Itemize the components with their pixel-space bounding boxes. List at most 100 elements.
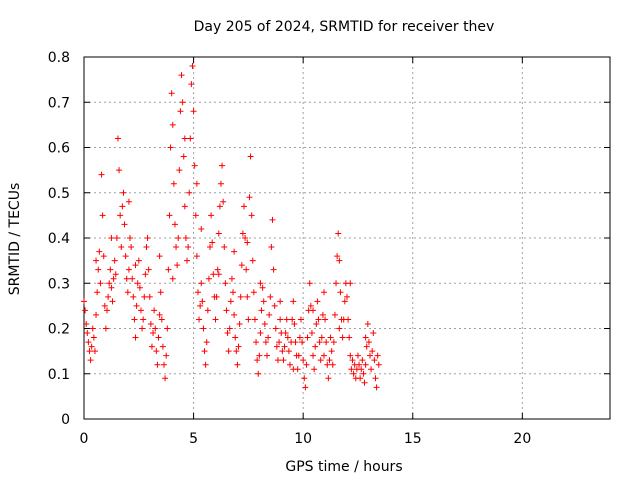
data-point (187, 135, 194, 142)
x-tick-label: 0 (80, 431, 89, 447)
data-point (120, 189, 127, 196)
data-point (179, 99, 186, 106)
data-point (232, 334, 239, 341)
data-point (91, 348, 98, 355)
y-tick-label: 0.5 (48, 186, 70, 202)
data-point (194, 289, 201, 296)
data-point (359, 357, 366, 364)
data-point (325, 375, 332, 382)
x-tick-label: 15 (404, 431, 422, 447)
data-point (175, 235, 182, 241)
data-point (150, 330, 157, 337)
data-point (334, 253, 341, 260)
data-point (361, 379, 368, 386)
data-point (306, 280, 313, 287)
data-point (291, 320, 298, 327)
data-point (233, 348, 240, 355)
data-point (328, 348, 335, 355)
data-point (201, 348, 208, 355)
data-point (302, 384, 309, 391)
data-point (145, 266, 152, 273)
data-point (300, 357, 307, 364)
data-point (215, 230, 222, 237)
data-point (122, 253, 129, 260)
data-point (316, 339, 323, 346)
data-point (207, 244, 214, 251)
data-point (202, 361, 209, 368)
data-point (348, 366, 355, 373)
data-point (290, 298, 297, 305)
data-point (181, 135, 188, 142)
data-point (197, 302, 204, 309)
data-point (113, 235, 120, 241)
data-point (310, 307, 317, 314)
data-point (295, 352, 302, 359)
data-point (356, 361, 363, 368)
data-point (235, 343, 242, 350)
data-point (81, 298, 87, 305)
data-point (311, 366, 318, 373)
data-point (170, 180, 177, 187)
data-point (154, 361, 161, 368)
data-point (344, 293, 350, 300)
data-point (303, 361, 310, 368)
data-point (341, 298, 348, 305)
data-point (208, 212, 215, 219)
data-point (287, 361, 294, 368)
data-point (193, 180, 200, 187)
data-point (372, 375, 379, 382)
plot-frame (83, 56, 611, 420)
data-point (374, 352, 381, 359)
data-point (108, 235, 115, 241)
data-point (349, 357, 356, 364)
data-point (123, 275, 130, 282)
data-point (257, 280, 264, 287)
data-point (362, 334, 369, 341)
data-point (127, 235, 134, 241)
data-point (137, 307, 144, 314)
data-point (331, 311, 338, 318)
y-tick-label: 0.1 (48, 367, 70, 383)
data-point (84, 330, 91, 337)
x-tick-label: 20 (513, 431, 531, 447)
data-point (198, 225, 205, 232)
data-point (121, 221, 128, 228)
data-point (226, 325, 233, 332)
data-point (166, 212, 173, 219)
data-point (203, 339, 210, 346)
data-point (180, 153, 187, 160)
data-point (118, 244, 125, 251)
data-point (248, 212, 255, 219)
data-point (270, 266, 277, 273)
data-point (156, 311, 163, 318)
data-point (261, 320, 268, 327)
data-point (224, 330, 231, 337)
data-point (193, 253, 200, 260)
data-point (119, 203, 126, 210)
x-tick-label: 5 (189, 431, 198, 447)
data-point (236, 320, 243, 327)
data-point (283, 316, 290, 323)
data-point (281, 343, 288, 350)
data-point (89, 325, 96, 332)
data-point (265, 334, 272, 341)
data-point (318, 334, 325, 341)
data-point (299, 339, 306, 346)
data-point (198, 280, 205, 287)
x-tick-label: 10 (294, 431, 312, 447)
data-point (131, 316, 138, 323)
data-point (290, 366, 297, 373)
data-point (228, 275, 235, 282)
data-point (169, 121, 176, 128)
data-point (239, 230, 246, 237)
data-point (168, 90, 175, 97)
data-point (132, 334, 139, 341)
data-point (97, 280, 104, 287)
data-point (258, 307, 265, 314)
data-point (247, 153, 254, 160)
y-tick-label: 0.4 (48, 231, 70, 247)
data-point (304, 334, 311, 341)
data-point (86, 348, 93, 355)
data-point (333, 280, 340, 287)
data-point (297, 316, 304, 323)
